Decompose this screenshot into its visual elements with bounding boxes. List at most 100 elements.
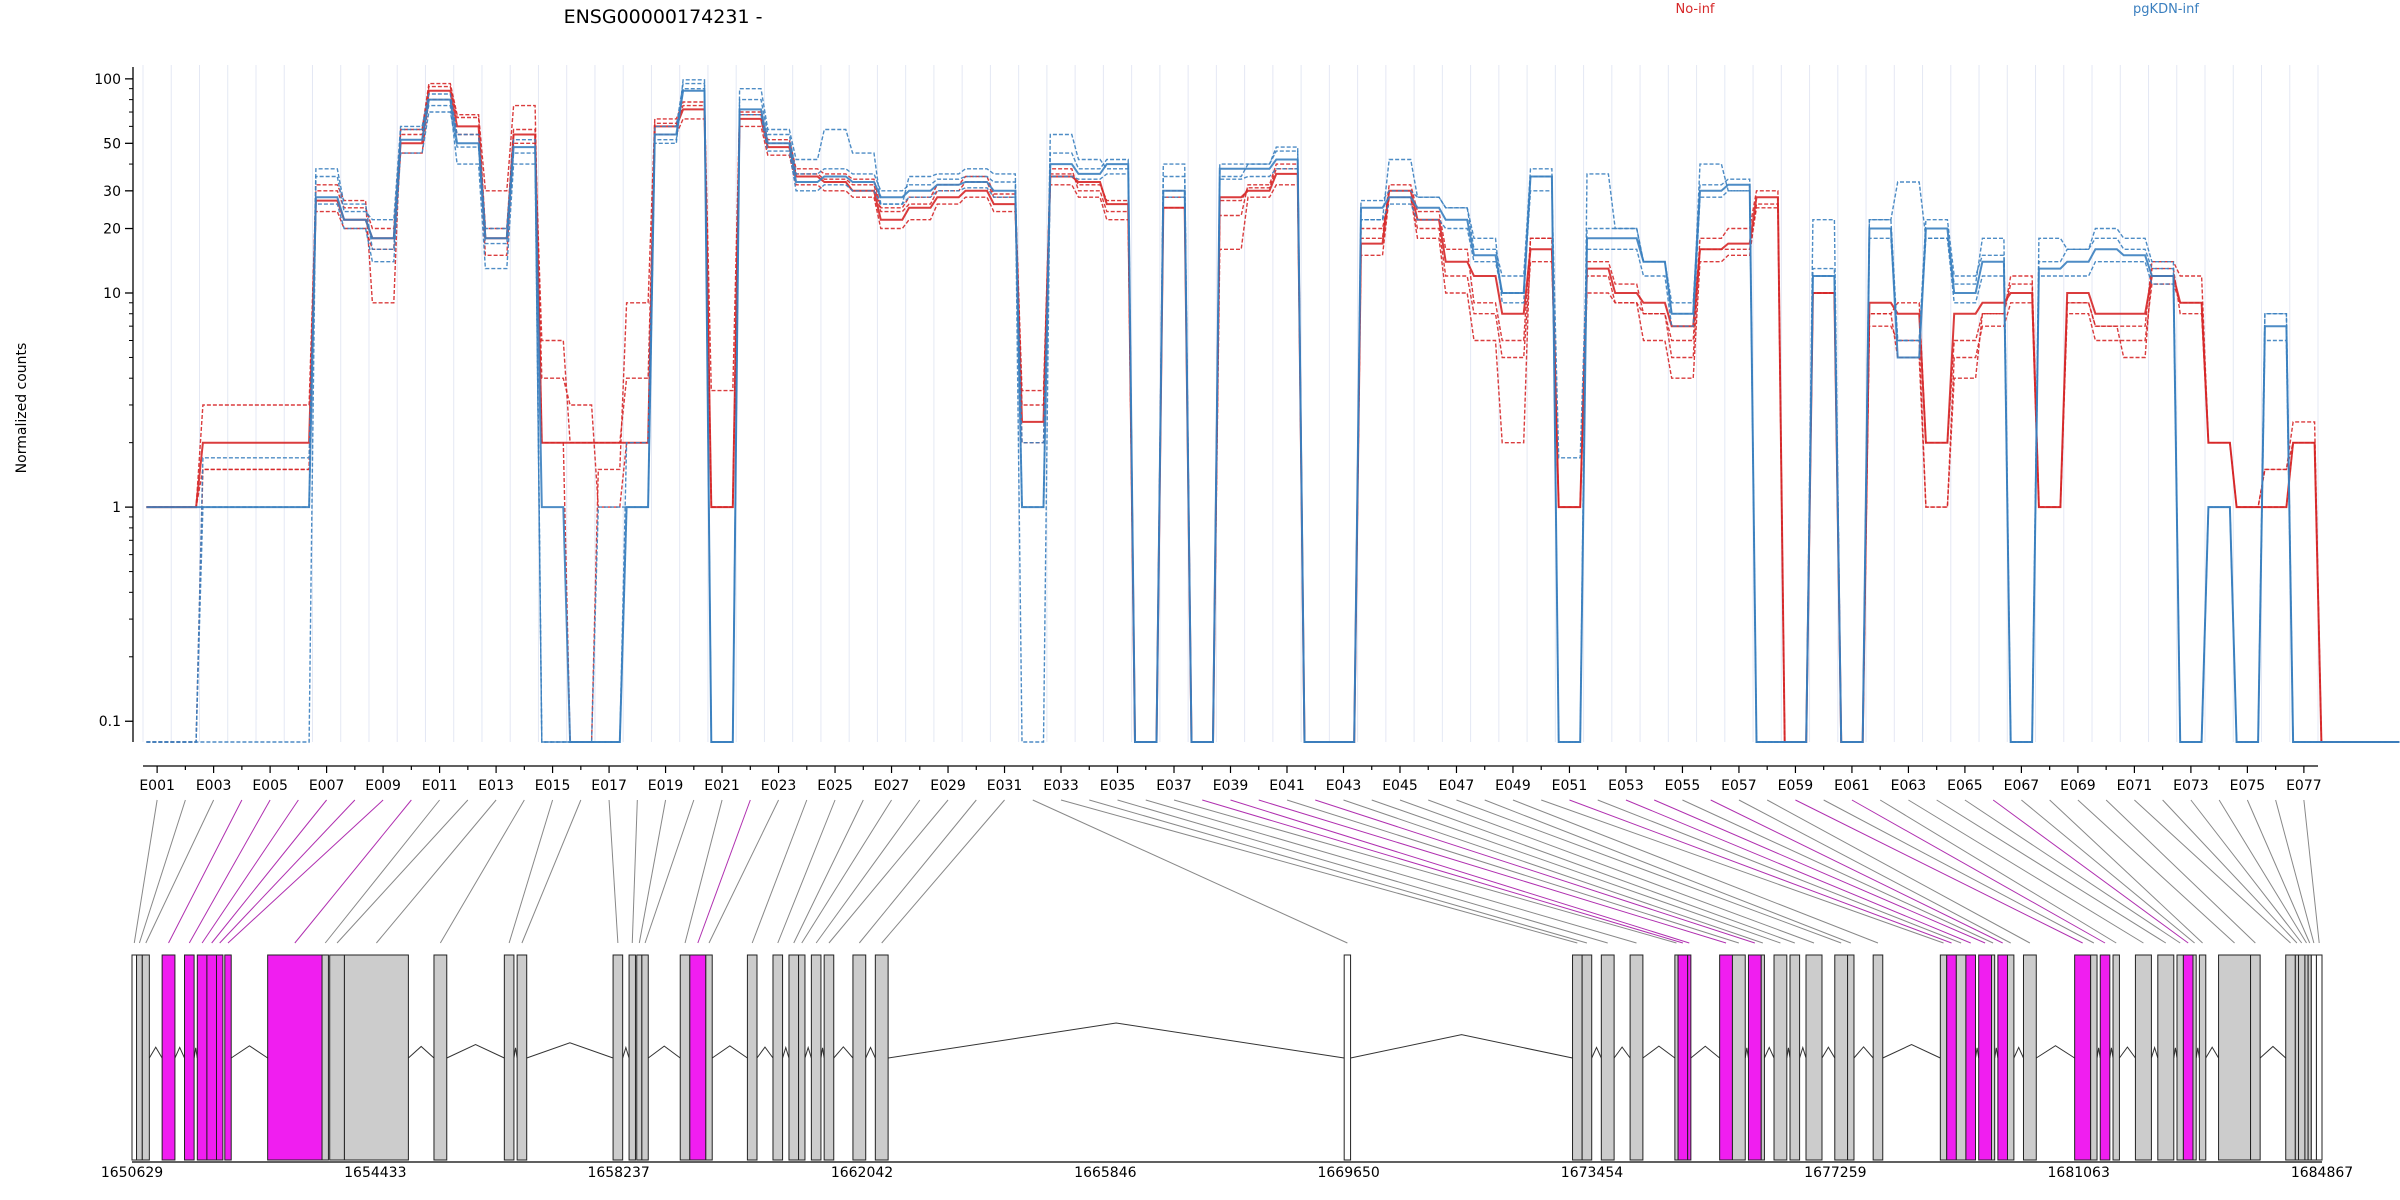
intron-line bbox=[2195, 1047, 2200, 1059]
exon-connector bbox=[1654, 799, 1986, 944]
exon-box-e050 bbox=[1939, 954, 1948, 1161]
intron-line bbox=[2096, 1047, 2101, 1059]
exon-tick-label: E061 bbox=[1834, 778, 1870, 794]
exon-connector bbox=[708, 799, 780, 944]
exon-tick-label: E035 bbox=[1100, 778, 1136, 794]
exon-connector bbox=[815, 799, 921, 944]
exon-tick-label: E003 bbox=[196, 778, 232, 794]
exon-box-e053 bbox=[1965, 954, 1977, 1161]
intron-line bbox=[888, 1022, 1345, 1059]
exon-box-e051 bbox=[1946, 954, 1957, 1161]
exon-box-e033 bbox=[1572, 954, 1583, 1161]
exon-connector bbox=[2049, 799, 2203, 944]
coordinate-tick-label: 1669650 bbox=[1317, 1165, 1379, 1181]
coordinate-tick-label: 1684867 bbox=[2291, 1165, 2353, 1181]
exon-connector bbox=[376, 799, 497, 944]
exon-box-e003 bbox=[141, 954, 150, 1161]
coordinate-tick-label: 1658237 bbox=[587, 1165, 649, 1181]
exon-connector bbox=[1569, 799, 1952, 944]
legend-entry-no-inf: No-inf bbox=[1675, 2, 1714, 17]
intron-line bbox=[408, 1045, 435, 1059]
intron-line bbox=[820, 1047, 825, 1059]
intron-line bbox=[804, 1045, 812, 1059]
exon-connector bbox=[2190, 799, 2303, 944]
exon-connector bbox=[1879, 799, 2117, 944]
coordinate-tick-label: 1673454 bbox=[1561, 1165, 1623, 1181]
exon-box-e054 bbox=[1978, 954, 1992, 1161]
exon-connector bbox=[1428, 799, 1815, 944]
exon-tick-label: E005 bbox=[252, 778, 288, 794]
coordinate-tick-label: 1677259 bbox=[1804, 1165, 1866, 1181]
intron-line bbox=[647, 1045, 681, 1059]
y-tick-label: 10 bbox=[103, 286, 121, 302]
exon-connector bbox=[1512, 799, 1879, 944]
intron-line bbox=[1882, 1043, 1941, 1059]
exon-tick-label: E045 bbox=[1382, 778, 1418, 794]
exon-box-e031 bbox=[874, 954, 889, 1161]
y-axis-label: Normalized counts bbox=[14, 343, 30, 474]
exon-connector bbox=[1992, 799, 2189, 944]
intron-line bbox=[2259, 1045, 2287, 1059]
exon-tick-label: E077 bbox=[2286, 778, 2322, 794]
exon-connector bbox=[2077, 799, 2235, 944]
exon-connector bbox=[1117, 799, 1608, 944]
exon-connector bbox=[684, 799, 723, 944]
exon-tick-label: E027 bbox=[874, 778, 910, 794]
exon-box-e001 bbox=[131, 954, 138, 1161]
exon-box-e009 bbox=[224, 954, 232, 1161]
exon-box-e059 bbox=[2074, 954, 2092, 1161]
exon-connector bbox=[2134, 799, 2291, 944]
y-tick-label: 30 bbox=[103, 184, 121, 200]
exon-box-e046 bbox=[1805, 954, 1823, 1161]
exon-connector bbox=[858, 799, 977, 944]
exon-connector bbox=[793, 799, 864, 944]
exon-box-e020 bbox=[641, 954, 649, 1161]
exon-box-e057 bbox=[2006, 954, 2015, 1161]
exon-tick-label: E009 bbox=[365, 778, 401, 794]
exon-box-e038 bbox=[1677, 954, 1689, 1161]
exon-connector bbox=[608, 799, 619, 944]
exon-connector bbox=[2246, 799, 2311, 944]
intron-line bbox=[2013, 1046, 2024, 1059]
exon-box-e017 bbox=[612, 954, 624, 1161]
exon-connector bbox=[1286, 799, 1739, 944]
exon-connector bbox=[138, 799, 186, 944]
exon-box-e019 bbox=[636, 954, 643, 1161]
intron-line bbox=[1591, 1046, 1602, 1059]
exon-box-e070 bbox=[2250, 954, 2261, 1161]
exon-box-e025 bbox=[772, 954, 784, 1161]
exon-tick-label: E073 bbox=[2173, 778, 2209, 794]
intron-line bbox=[1642, 1045, 1676, 1059]
coordinate-tick-label: 1681063 bbox=[2048, 1165, 2110, 1181]
exon-box-e005 bbox=[184, 954, 195, 1161]
exon-box-e016 bbox=[516, 954, 528, 1161]
y-tick-label: 20 bbox=[103, 222, 121, 238]
exon-connector bbox=[336, 799, 469, 944]
intron-line bbox=[446, 1043, 505, 1059]
exon-box-e047 bbox=[1834, 954, 1849, 1161]
exon-tick-label: E047 bbox=[1439, 778, 1475, 794]
exon-tick-label: E069 bbox=[2060, 778, 2096, 794]
intron-line bbox=[1613, 1046, 1631, 1059]
exon-box-e052 bbox=[1955, 954, 1967, 1161]
exon-connector bbox=[324, 799, 440, 944]
exon-tick-label: E037 bbox=[1156, 778, 1192, 794]
exon-tick-label: E007 bbox=[309, 778, 345, 794]
exon-box-e067 bbox=[2192, 954, 2197, 1161]
series-line-2 bbox=[146, 85, 2400, 743]
intron-line bbox=[148, 1046, 163, 1059]
coordinate-tick-label: 1662042 bbox=[831, 1165, 893, 1181]
exon-connector bbox=[2105, 799, 2256, 944]
exon-connector bbox=[1089, 799, 1588, 944]
exon-connector bbox=[751, 799, 808, 944]
exon-connector bbox=[801, 799, 892, 944]
exon-connector bbox=[881, 799, 1005, 944]
exon-connector bbox=[1315, 799, 1755, 944]
exon-box-e027 bbox=[798, 954, 806, 1161]
exon-box-e034 bbox=[1581, 954, 1593, 1161]
series-line-4 bbox=[146, 82, 2400, 743]
exon-tick-label: E051 bbox=[1552, 778, 1588, 794]
exon-box-e062 bbox=[2112, 954, 2120, 1161]
exon-tick-label: E025 bbox=[817, 778, 853, 794]
